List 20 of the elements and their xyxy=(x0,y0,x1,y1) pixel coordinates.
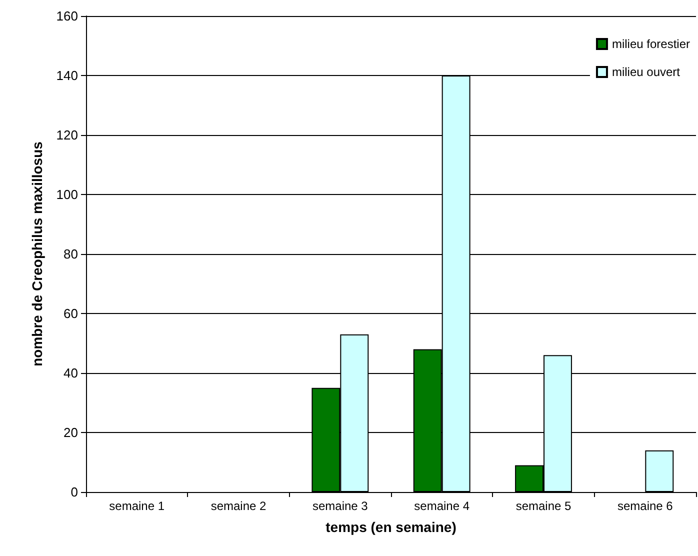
x-tick-label: semaine 4 xyxy=(414,499,470,513)
x-tick-label: semaine 6 xyxy=(617,499,674,513)
bar xyxy=(645,450,674,492)
y-tick-label: 120 xyxy=(56,128,78,142)
y-tick-label: 100 xyxy=(56,187,78,202)
x-tick-label: semaine 2 xyxy=(210,499,267,513)
y-tick-label: 60 xyxy=(64,306,78,321)
x-axis-title: temps (en semaine) xyxy=(326,519,456,535)
y-tick-label: 140 xyxy=(56,68,78,83)
y-tick-label: 20 xyxy=(64,425,78,440)
legend-label: milieu forestier xyxy=(612,37,690,51)
y-tick-label: 40 xyxy=(64,366,78,380)
y-tick-label: 160 xyxy=(56,8,78,24)
legend-label: milieu ouvert xyxy=(612,65,681,79)
x-tick-label: semaine 5 xyxy=(516,499,572,513)
x-tick-label: semaine 3 xyxy=(312,499,368,513)
y-tick-label: 0 xyxy=(70,484,78,500)
y-axis-title: nombre de Creophilus maxillosus xyxy=(29,141,45,366)
y-tick-label: 80 xyxy=(64,246,78,262)
x-tick-label: semaine 1 xyxy=(109,499,165,513)
